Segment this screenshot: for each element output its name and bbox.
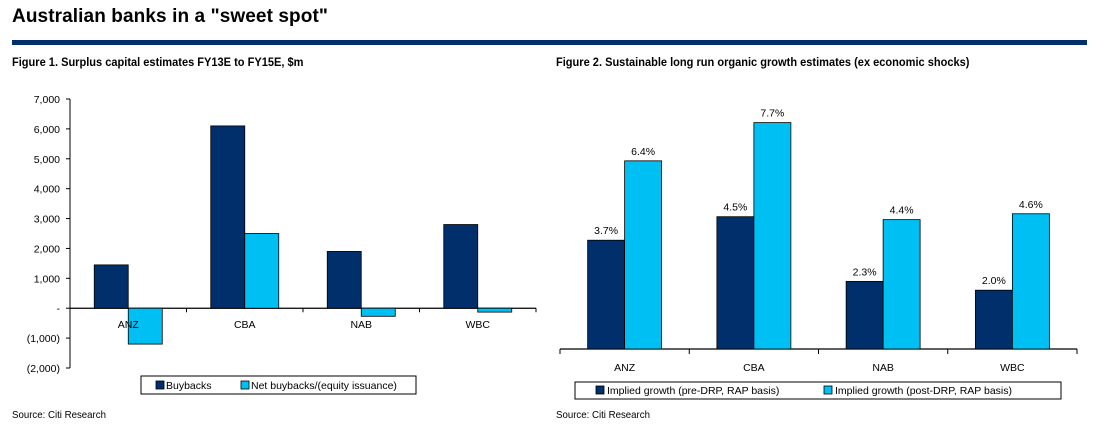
bar-anz-net-buybacks (127, 307, 163, 345)
data-label: 4.6% (1019, 199, 1043, 211)
data-label: 2.0% (982, 275, 1006, 287)
legend-label: Net buybacks/(equity issuance) (251, 380, 397, 392)
y-tick-label: (2,000) (27, 363, 60, 375)
legend-swatch (240, 380, 250, 390)
y-tick-label: 7,000 (34, 94, 60, 106)
bar-cba-pre-drp (716, 216, 755, 350)
y-tick-label: 3,000 (34, 214, 60, 226)
y-tick-label: 2,000 (34, 243, 60, 255)
legend (140, 375, 417, 395)
header-rule (12, 40, 1087, 45)
bar-wbc-buybacks (443, 224, 479, 309)
bar-cba-buybacks (210, 125, 246, 309)
bar-nab-buybacks (326, 251, 362, 309)
x-tick-label: CBA (743, 362, 765, 374)
page-title: Australian banks in a "sweet spot" (12, 6, 328, 27)
data-label: 2.3% (853, 266, 877, 278)
y-tick-label: 4,000 (34, 184, 60, 196)
x-tick-label: ANZ (614, 362, 636, 374)
data-label: 6.4% (631, 146, 655, 158)
y-tick-label: 1,000 (34, 273, 60, 285)
figure-2-title: Figure 2. Sustainable long run organic g… (556, 55, 970, 69)
x-tick-label: WBC (466, 319, 491, 331)
legend-label: Buybacks (166, 380, 212, 392)
bar-wbc-post-drp (1011, 213, 1050, 350)
legend-label: Implied growth (post-DRP, RAP basis) (835, 385, 1012, 397)
figure-2-chart: 3.7% 6.4% ANZ 4.5% 7.7% CBA 2.3% 4.4% NAB 2.0% 4.6… (559, 108, 1078, 400)
bar-anz-buybacks (93, 264, 129, 309)
bar-anz-pre-drp (587, 239, 626, 350)
data-label: 7.7% (760, 108, 784, 120)
legend-swatch (155, 380, 165, 390)
bar-cba-post-drp (753, 122, 792, 350)
x-tick-label: ANZ (118, 319, 140, 331)
figure-1-title: Figure 1. Surplus capital estimates FY13… (12, 55, 304, 69)
bar-anz-post-drp (624, 160, 663, 350)
legend (574, 381, 1062, 400)
figure-1-chart: 7,000 6,000 5,000 4,000 3,000 2,000 1,000 - (1,0… (27, 94, 537, 395)
y-tick-label: (1,000) (27, 333, 60, 345)
bar-nab-net-buybacks (360, 307, 396, 317)
bar-wbc-pre-drp (974, 289, 1013, 350)
legend-swatch (823, 385, 833, 395)
bar-nab-pre-drp (845, 280, 884, 350)
y-tick-label: 6,000 (34, 124, 60, 136)
bar-wbc-net-buybacks (477, 307, 513, 313)
x-tick-label: WBC (1000, 362, 1025, 374)
data-label: 3.7% (594, 225, 618, 237)
data-label: 4.5% (723, 202, 747, 214)
x-tick-label: NAB (872, 362, 894, 374)
legend-swatch (595, 385, 605, 395)
figure-2-source: Source: Citi Research (556, 409, 650, 421)
x-tick-label: NAB (350, 319, 372, 331)
y-tick-label: 5,000 (34, 154, 60, 166)
bar-cba-net-buybacks (244, 233, 280, 309)
figure-1-source: Source: Citi Research (12, 409, 106, 421)
data-label: 4.4% (890, 205, 914, 217)
bar-nab-post-drp (882, 219, 921, 350)
legend-label: Implied growth (pre-DRP, RAP basis) (607, 385, 779, 397)
y-tick-label: - (57, 303, 61, 315)
x-tick-label: CBA (234, 319, 256, 331)
